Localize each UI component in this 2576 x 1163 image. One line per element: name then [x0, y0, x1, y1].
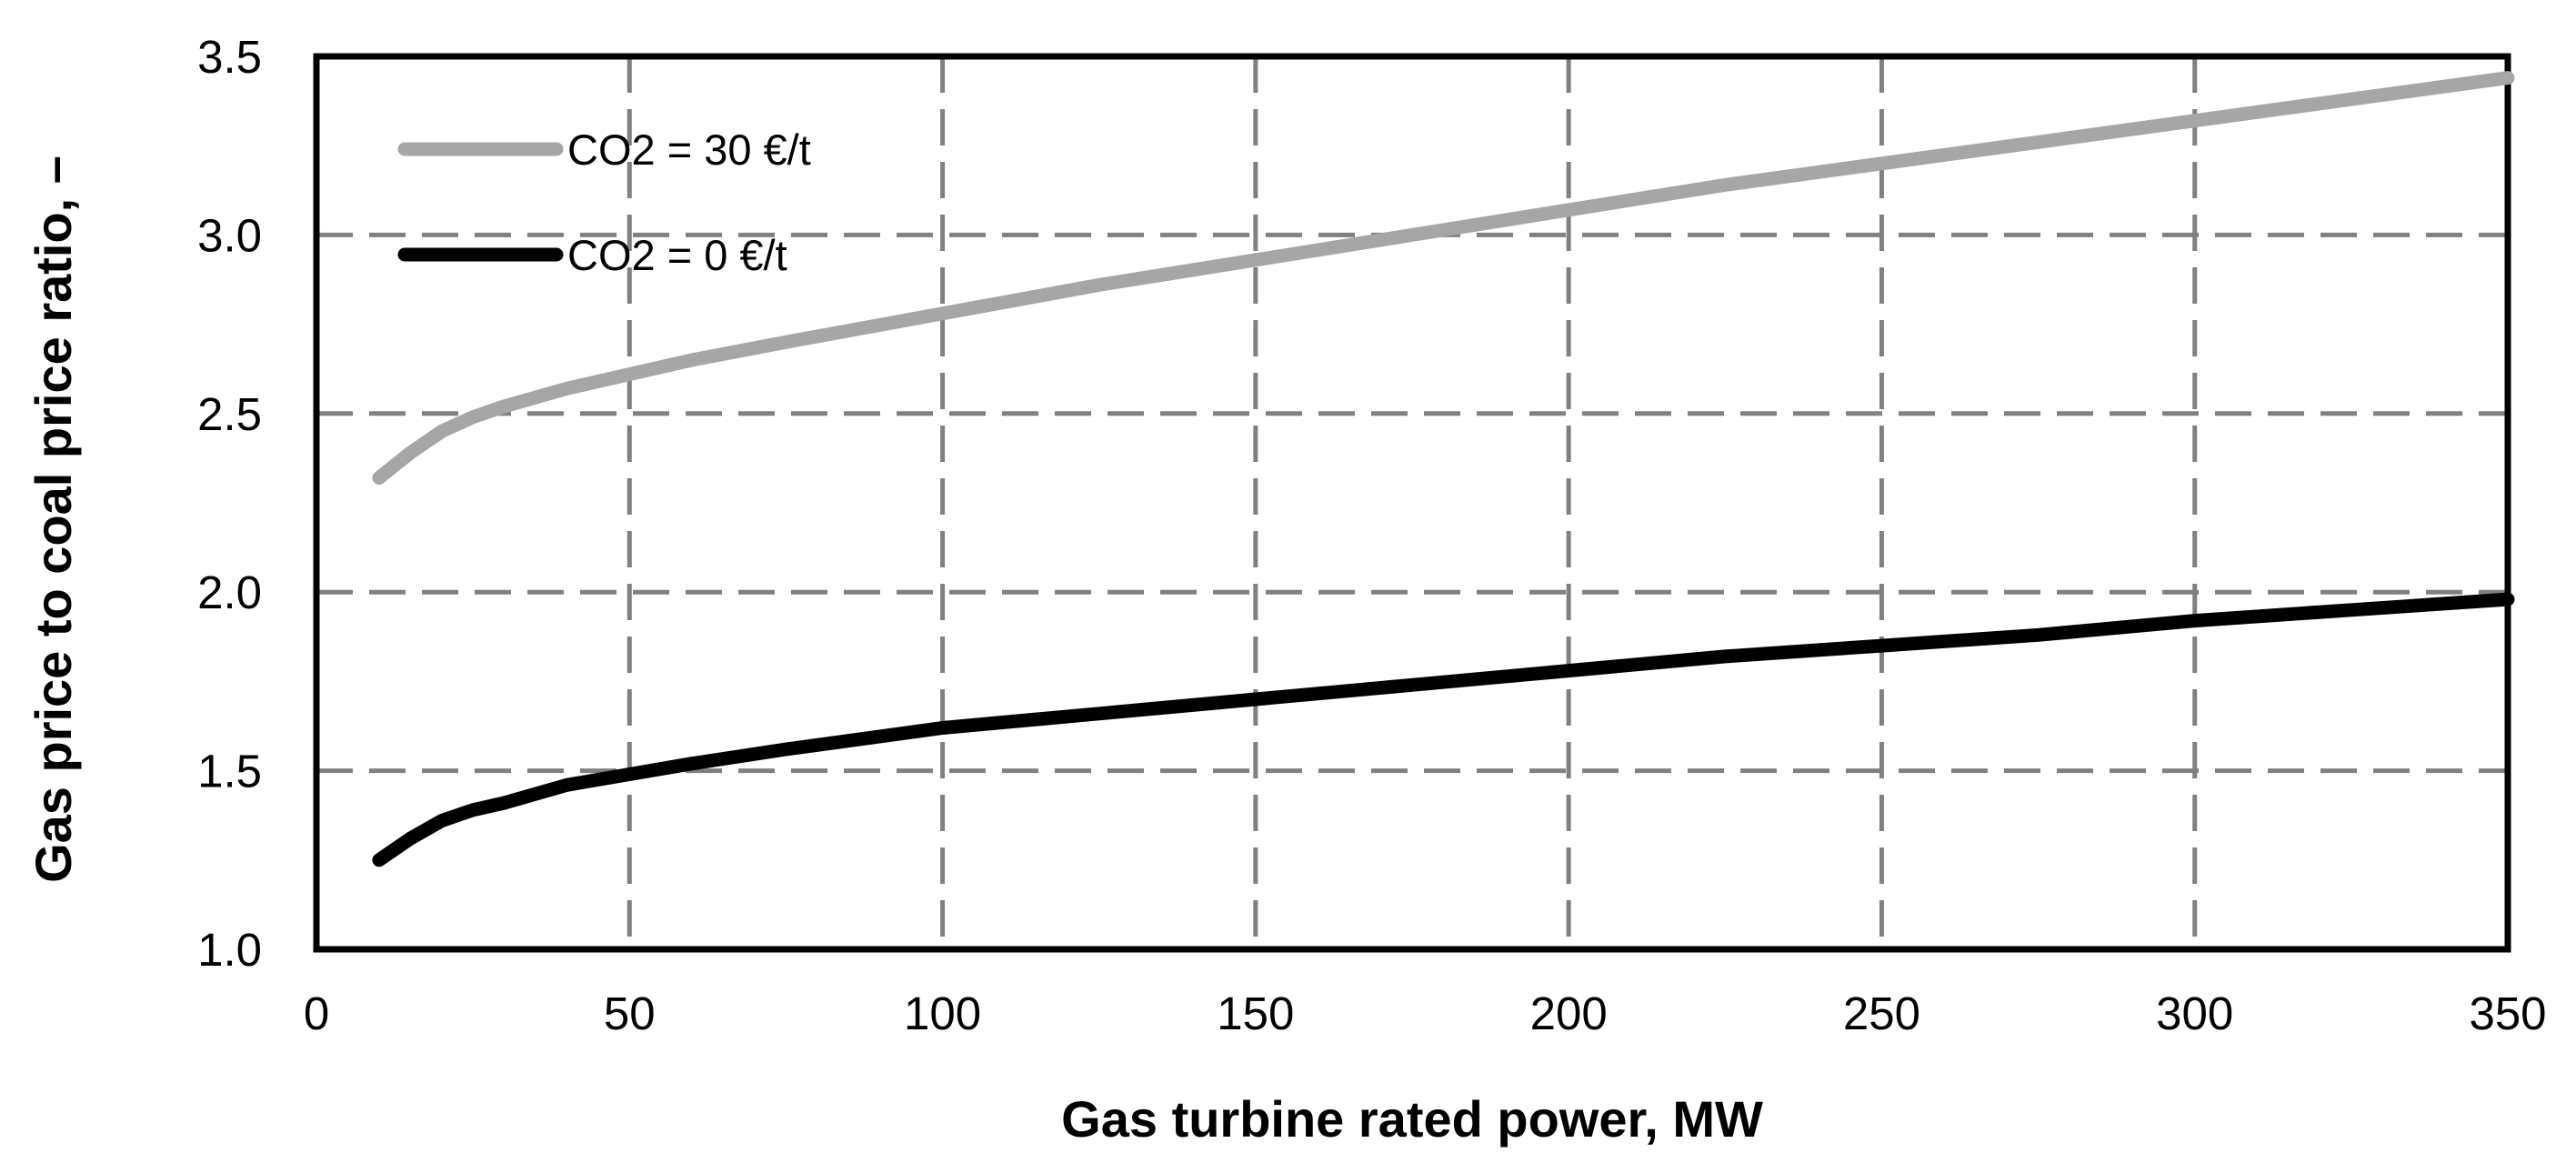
y-tick-label: 1.5 [197, 746, 262, 797]
grid-lines [316, 56, 2508, 949]
x-tick-label: 100 [904, 988, 981, 1039]
x-tick-label: 150 [1217, 988, 1294, 1039]
x-tick-label: 300 [2156, 988, 2233, 1039]
series-line-0 [372, 71, 2515, 485]
y-tick-label: 2.0 [197, 566, 262, 618]
y-tick-label: 1.0 [197, 924, 262, 976]
plot-area-frame [313, 53, 2511, 953]
legend-label-co2-30: CO2 = 30 €/t [567, 125, 811, 174]
series-line-1 [372, 592, 2515, 867]
y-tick-label: 2.5 [197, 388, 262, 440]
y-tick-label: 3.0 [197, 209, 262, 261]
x-axis-ticks: 0 50 100 150 200 250 300 350 [304, 988, 2547, 1039]
y-axis-title: Gas price to coal price ratio, – [25, 155, 82, 883]
x-tick-label: 200 [1530, 988, 1608, 1039]
x-axis-title: Gas turbine rated power, MW [1061, 1090, 1763, 1148]
x-tick-label: 350 [2469, 988, 2546, 1039]
legend: CO2 = 30 €/t CO2 = 0 €/t [397, 125, 811, 279]
legend-label-co2-0: CO2 = 0 €/t [567, 231, 787, 279]
y-axis-ticks: 1.0 1.5 2.0 2.5 3.0 3.5 [197, 31, 262, 976]
series-lines [372, 71, 2515, 867]
y-tick-label: 3.5 [197, 31, 262, 83]
x-tick-label: 0 [304, 988, 329, 1039]
x-tick-label: 50 [604, 988, 656, 1039]
x-tick-label: 250 [1843, 988, 1920, 1039]
